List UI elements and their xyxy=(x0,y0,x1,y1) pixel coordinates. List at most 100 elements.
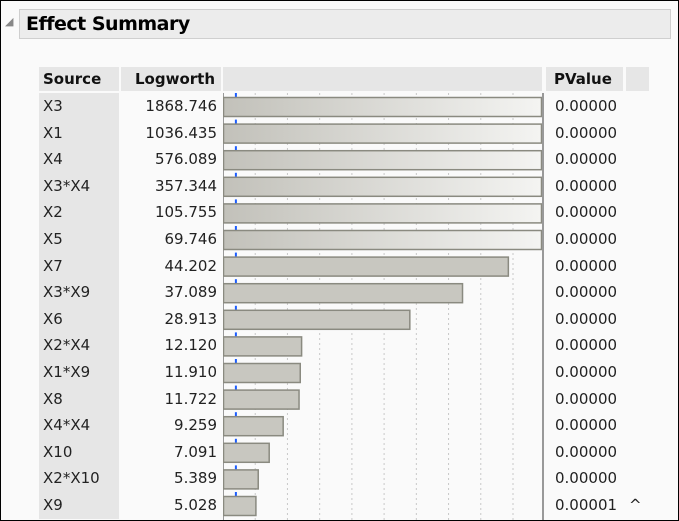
row-logworth: 105.755 xyxy=(154,203,217,222)
row-pvalue: 0.00000 xyxy=(555,256,618,275)
row-flag xyxy=(629,226,644,253)
row-pvalue: 0.00000 xyxy=(555,442,618,461)
row-source: X8 xyxy=(39,385,119,413)
row-source: X3*X4 xyxy=(39,172,119,200)
row-logworth: 357.344 xyxy=(154,176,217,195)
row-logworth: 9.259 xyxy=(174,416,217,435)
header-logworth[interactable]: Logworth xyxy=(121,67,221,91)
row-logworth: 5.389 xyxy=(174,469,217,488)
row-logworth: 28.913 xyxy=(164,309,218,328)
bar-X5 xyxy=(223,229,542,251)
row-source: X4*X4 xyxy=(39,412,119,439)
row-flag xyxy=(629,253,644,280)
bar-X2*X10 xyxy=(223,469,259,490)
row-flag xyxy=(629,146,644,173)
row-pvalue: 0.00000 xyxy=(555,389,618,408)
header-source[interactable]: Source xyxy=(39,67,119,91)
row-source: X2 xyxy=(39,199,119,226)
row-pvalue: 0.00000 xyxy=(555,469,618,488)
row-source: X5 xyxy=(39,226,119,253)
reference-tick xyxy=(234,305,237,310)
disclosure-triangle-icon[interactable]: ◢ xyxy=(5,15,14,28)
reference-tick xyxy=(234,146,237,151)
row-flag xyxy=(629,279,644,306)
row-logworth: 44.202 xyxy=(164,256,218,275)
bar-X10 xyxy=(223,442,270,464)
row-source: X7 xyxy=(39,252,119,280)
logworth-bar-chart xyxy=(223,93,542,520)
row-flag xyxy=(629,465,644,492)
row-pvalue: 0.00000 xyxy=(555,97,618,115)
bar-X2 xyxy=(223,203,542,224)
row-flag xyxy=(629,412,644,439)
reference-tick xyxy=(234,412,237,417)
row-source: X3*X9 xyxy=(39,279,119,306)
row-pvalue: 0.00001 xyxy=(555,496,618,514)
bar-X1*X9 xyxy=(223,362,302,384)
row-flag xyxy=(629,199,644,226)
row-logworth: 1868.746 xyxy=(145,97,217,115)
bar-X3*X4 xyxy=(223,176,542,198)
reference-tick xyxy=(234,332,237,337)
header-pvalue[interactable]: PValue xyxy=(546,67,623,91)
row-logworth: 69.746 xyxy=(164,230,218,248)
row-pvalue: 0.00000 xyxy=(555,363,618,381)
bar-X2*X4 xyxy=(223,336,303,357)
bar-X4 xyxy=(223,149,542,171)
reference-tick xyxy=(234,438,237,443)
reference-tick xyxy=(234,226,237,230)
row-pvalue: 0.00000 xyxy=(555,309,618,328)
row-flag xyxy=(629,359,644,386)
reference-tick xyxy=(234,385,237,390)
reference-tick xyxy=(234,119,237,124)
reference-tick xyxy=(234,465,237,470)
row-source: X3 xyxy=(39,93,119,120)
row-source: X2*X4 xyxy=(39,332,119,359)
reference-tick xyxy=(234,93,237,97)
row-logworth: 11.910 xyxy=(164,363,218,381)
reference-tick xyxy=(234,172,237,177)
row-source: X1 xyxy=(39,119,119,147)
header-plot xyxy=(223,67,542,91)
bar-X4*X4 xyxy=(223,415,284,437)
report-title-bar[interactable]: Effect Summary xyxy=(19,9,671,39)
row-pvalue: 0.00000 xyxy=(555,150,618,169)
row-source: X4 xyxy=(39,146,119,173)
bar-X8 xyxy=(223,389,300,410)
reference-tick xyxy=(234,279,237,284)
row-logworth: 7.091 xyxy=(174,442,217,461)
row-flag xyxy=(629,386,644,413)
row-pvalue: 0.00000 xyxy=(555,336,618,355)
row-logworth: 12.120 xyxy=(164,336,218,355)
row-source: X1*X9 xyxy=(39,359,119,386)
row-flag xyxy=(629,120,644,147)
bar-X1 xyxy=(223,123,542,144)
bar-X7 xyxy=(223,256,510,277)
bar-X3*X9 xyxy=(223,282,464,304)
bar-X6 xyxy=(223,309,411,331)
row-logworth: 576.089 xyxy=(154,150,217,169)
row-source: X2*X10 xyxy=(39,465,119,492)
plot-divider xyxy=(542,93,544,520)
row-flag xyxy=(629,439,644,466)
row-pvalue: 0.00000 xyxy=(555,230,618,248)
row-flag xyxy=(629,332,644,359)
row-pvalue: 0.00000 xyxy=(555,283,618,302)
row-source: X10 xyxy=(39,438,119,466)
header-blank xyxy=(626,67,649,91)
reference-tick xyxy=(234,199,237,204)
row-pvalue: 0.00000 xyxy=(555,416,618,435)
row-flag: ^ xyxy=(629,496,642,514)
row-pvalue: 0.00000 xyxy=(555,123,618,142)
report-title: Effect Summary xyxy=(26,13,190,35)
row-logworth: 5.028 xyxy=(174,496,217,514)
reference-tick xyxy=(234,359,237,363)
row-flag xyxy=(629,306,644,333)
bar-X9 xyxy=(223,495,257,517)
row-logworth: 11.722 xyxy=(164,389,218,408)
reference-tick xyxy=(234,252,237,257)
row-logworth: 1036.435 xyxy=(145,123,217,142)
reference-tick xyxy=(234,492,237,496)
row-flag xyxy=(629,173,644,200)
